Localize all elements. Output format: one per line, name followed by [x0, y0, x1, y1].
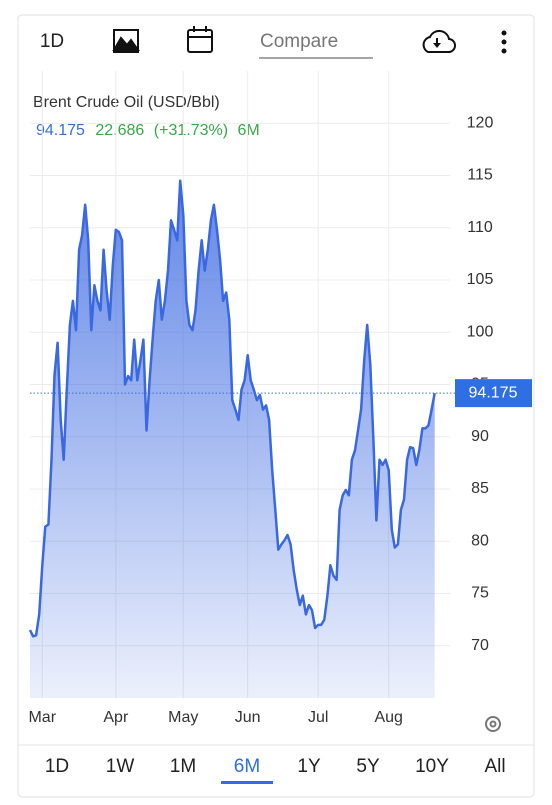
y-tick-label: 120	[467, 114, 494, 131]
active-tab-underline	[221, 781, 273, 784]
download-icon[interactable]	[422, 29, 456, 53]
last-price-label: 94.175	[469, 384, 518, 401]
chart-title: Brent Crude Oil (USD/Bbl)	[33, 94, 220, 111]
last-price: 94.175	[36, 122, 85, 139]
chart-type-icon[interactable]	[112, 29, 140, 53]
y-tick-label: 70	[471, 637, 489, 654]
settings-icon[interactable]	[485, 716, 501, 732]
range-tab[interactable]: 1Y	[297, 756, 321, 777]
change: 22.686	[95, 122, 144, 139]
y-tick-label: 105	[467, 271, 494, 288]
last-price-box	[455, 379, 532, 408]
x-tick-label: Jun	[235, 709, 261, 726]
y-tick-label: 75	[471, 585, 489, 602]
range-tab[interactable]: 10Y	[415, 756, 449, 777]
x-tick-label: Jul	[308, 709, 328, 726]
range-tab[interactable]: 5Y	[356, 756, 380, 777]
compare-input[interactable]: Compare	[260, 31, 338, 52]
more-menu[interactable]	[501, 30, 507, 54]
y-tick-label: 90	[471, 428, 489, 445]
price-line	[28, 179, 436, 638]
range-tab[interactable]: 1M	[170, 756, 196, 777]
y-tick-label: 80	[471, 532, 489, 549]
y-tick-label: 110	[467, 219, 493, 236]
y-tick-label: 85	[471, 480, 489, 497]
plot: 707580859095100105110115120MarAprMayJunJ…	[28, 71, 532, 726]
y-tick-label: 115	[467, 167, 493, 184]
period: 6M	[238, 122, 260, 139]
area	[30, 180, 435, 698]
x-tick-label: Apr	[103, 709, 129, 726]
price-summary: 94.175 22.686 (+31.73%) 6M	[36, 122, 260, 139]
y-tick-label: 100	[467, 323, 494, 340]
x-tick-label: Mar	[28, 709, 56, 726]
range-tab[interactable]: 1W	[106, 756, 135, 777]
calendar-icon[interactable]	[187, 26, 213, 53]
range-tab[interactable]: 6M	[234, 756, 260, 777]
interval-button[interactable]: 1D	[40, 31, 64, 52]
x-tick-label: Aug	[374, 709, 402, 726]
range-tab[interactable]: All	[484, 756, 505, 777]
range-tabs: 1D 1W 1M 6M 1Y 5Y 10Y All	[45, 756, 506, 784]
range-tab[interactable]: 1D	[45, 756, 69, 777]
change-percent: (+31.73%)	[154, 122, 228, 139]
x-tick-label: May	[168, 709, 198, 726]
